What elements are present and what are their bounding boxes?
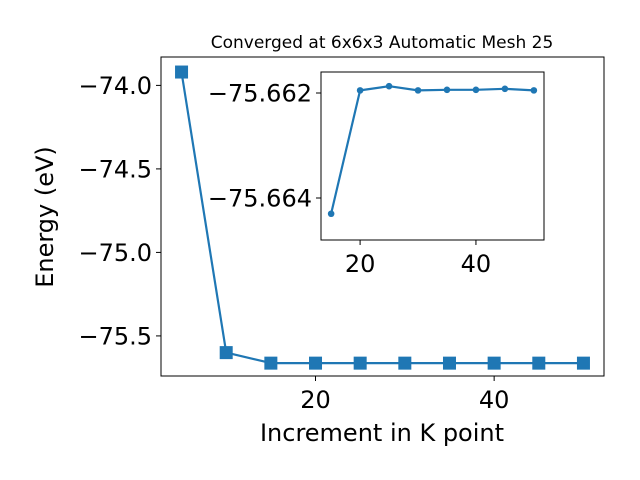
x-axis-label: Increment in K point — [260, 419, 504, 447]
inset-frame — [320, 71, 545, 241]
main-x-tick-label: 20 — [300, 386, 331, 414]
main-data-point — [309, 356, 323, 370]
inset-data-point — [530, 87, 538, 94]
main-data-point — [576, 356, 590, 370]
inset-x-tick-label: 40 — [461, 250, 492, 278]
main-data-point — [442, 356, 456, 370]
main-y-tick-label: −74.0 — [78, 72, 152, 100]
main-data-point — [175, 65, 189, 79]
inset-series-line — [330, 85, 534, 214]
main-y-tick-label: −74.5 — [78, 156, 152, 184]
inset-data-point — [443, 86, 451, 94]
inset-data-point — [385, 82, 393, 90]
main-y-tick-label: −75.0 — [78, 239, 152, 267]
main-data-point — [219, 346, 233, 360]
inset-data-point — [356, 87, 364, 94]
main-data-point — [264, 356, 278, 370]
inset-axes: 20 40 −75.664 −75.662 — [208, 71, 545, 278]
inset-data-point — [501, 85, 509, 93]
main-y-tick-label: −75.5 — [78, 323, 152, 351]
chart-title: Converged at 6x6x3 Automatic Mesh 25 — [211, 33, 554, 53]
main-data-point — [353, 356, 367, 370]
inset-data-point — [327, 210, 335, 218]
main-x-tick-label: 40 — [479, 386, 510, 414]
inset-y-tick-label: −75.664 — [208, 185, 312, 213]
main-data-point — [398, 356, 412, 370]
main-series-line — [180, 71, 584, 365]
inset-x-tick-label: 20 — [345, 250, 376, 278]
inset-data-point — [414, 87, 422, 94]
inset-y-tick-label: −75.662 — [208, 80, 312, 108]
inset-data-point — [472, 86, 480, 94]
main-data-point — [487, 356, 501, 370]
y-axis-label: Energy (eV) — [31, 146, 59, 288]
main-data-point — [532, 356, 546, 370]
